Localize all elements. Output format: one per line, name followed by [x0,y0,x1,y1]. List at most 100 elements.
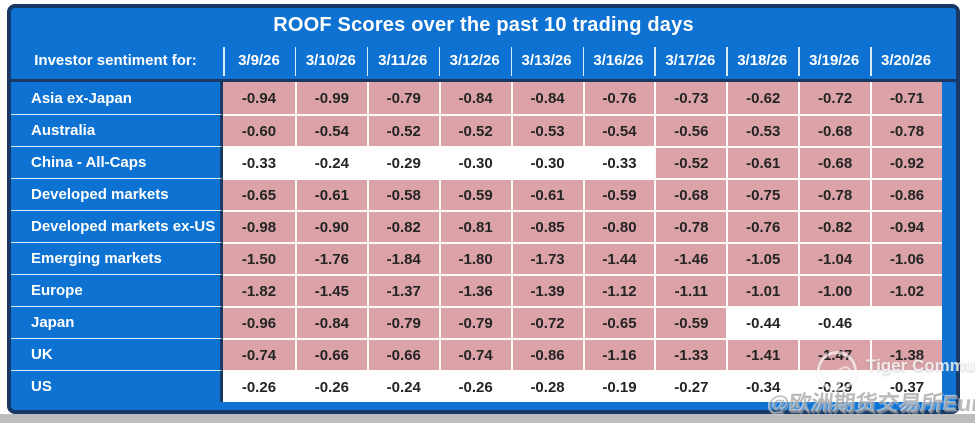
score-cell: -0.84 [294,306,367,338]
score-cell: -1.50 [223,242,295,274]
score-cell: -1.46 [654,242,727,274]
corner-label: Investor sentiment for: [34,52,197,69]
score-cell: -0.54 [582,114,655,146]
score-cell: -0.86 [510,338,583,370]
table-row: Emerging markets -1.50 -1.76 -1.84 -1.80 -1.7… [11,242,956,274]
eurex-publisher-watermark: @欧洲期货交易所Eurex [766,391,975,416]
bottom-gray-strip [0,414,975,423]
score-cell: -1.33 [654,338,727,370]
score-cell: -0.74 [223,338,295,370]
roof-scores-table: ROOF Scores over the past 10 trading day… [7,4,960,414]
score-cell: -0.71 [870,82,942,114]
score-cell: -1.80 [438,242,511,274]
score-cell: -0.78 [654,210,727,242]
row-label: Developed markets ex-US [11,210,223,242]
score-cell: -0.33 [582,146,655,178]
score-cell: -0.78 [870,114,942,146]
table-row: China - All-Caps -0.33 -0.24 -0.29 -0.30 -0.3… [11,146,956,178]
score-cell: -0.61 [294,178,367,210]
date-header-row: Investor sentiment for: 3/9/26 3/10/26 3/1… [11,42,956,79]
date-header: 3/19/26 [798,42,870,79]
score-cell: -0.94 [223,82,295,114]
table-row: Europe -1.82 -1.45 -1.37 -1.36 -1.39 -1.12 -1.1… [11,274,956,306]
score-cell: -0.84 [438,82,511,114]
score-cell: -0.68 [798,146,871,178]
score-cell: -0.30 [510,146,583,178]
score-cell: -0.60 [223,114,295,146]
score-cell: -0.72 [798,82,871,114]
score-cell: -0.99 [294,82,367,114]
score-cell: -0.37 [870,370,942,402]
score-cell: -0.65 [582,306,655,338]
table-row: Developed markets -0.65 -0.61 -0.58 -0.59 -0.… [11,178,956,210]
row-label: Australia [11,114,223,146]
score-cell: -0.80 [582,210,655,242]
score-cell: -0.82 [366,210,439,242]
score-cell: -1.41 [726,338,799,370]
table-title: ROOF Scores over the past 10 trading day… [273,13,694,36]
table-row: UK -0.74 -0.66 -0.66 -0.74 -0.86 -1.16 -1.33 -1.… [11,338,956,370]
score-cell: -1.84 [366,242,439,274]
row-label: Japan [11,306,223,338]
score-cell: -0.92 [870,146,942,178]
score-cell: -0.79 [438,306,511,338]
score-cell: -0.66 [366,338,439,370]
score-cell: -0.26 [294,370,367,402]
score-cell: -0.29 [366,146,439,178]
score-cell: -0.76 [726,210,799,242]
score-cell: -1.38 [870,338,942,370]
score-cell: -0.19 [582,370,655,402]
score-cell: -1.06 [870,242,942,274]
row-label: Europe [11,274,223,306]
date-header: 3/11/26 [366,42,439,79]
score-cell: -0.62 [726,82,799,114]
score-cell: -0.65 [223,178,295,210]
score-cell: -0.26 [223,370,295,402]
table-row: Asia ex-Japan -0.94 -0.99 -0.79 -0.84 -0.84 -0… [11,82,956,114]
score-cell: -1.12 [582,274,655,306]
score-cell: -0.96 [223,306,295,338]
score-cell: -0.85 [510,210,583,242]
score-cell: -0.68 [654,178,727,210]
score-cell: -1.05 [726,242,799,274]
score-cell: -0.26 [438,370,511,402]
date-header: 3/16/26 [582,42,655,79]
score-cell: -1.45 [294,274,367,306]
score-cell: -0.24 [366,370,439,402]
table-row: Developed markets ex-US -0.98 -0.90 -0.82 -0… [11,210,956,242]
score-cell: -1.44 [582,242,655,274]
score-cell: -0.86 [870,178,942,210]
score-cell: -0.27 [654,370,727,402]
row-label: Developed markets [11,178,223,210]
score-cell: -1.11 [654,274,727,306]
score-cell: -0.28 [510,370,583,402]
date-header: 3/12/26 [438,42,511,79]
score-cell: -0.79 [366,306,439,338]
score-cell: -0.52 [366,114,439,146]
date-header: 3/10/26 [294,42,367,79]
row-label: Emerging markets [11,242,223,274]
date-header: 3/18/26 [726,42,798,79]
score-cell: -0.54 [294,114,367,146]
score-cell: -0.56 [654,114,727,146]
score-cell: -0.98 [223,210,295,242]
score-cell: -1.16 [582,338,655,370]
score-cell: -0.34 [726,370,799,402]
score-cell: -0.90 [294,210,367,242]
row-label: China - All-Caps [11,146,223,178]
score-cell: -0.61 [726,146,799,178]
score-cell: -1.73 [510,242,583,274]
score-cell: -0.52 [438,114,511,146]
score-cell: -0.75 [726,178,799,210]
score-cell: -0.53 [510,114,583,146]
score-cell: -0.84 [510,82,583,114]
score-cell: -1.04 [798,242,871,274]
score-cell: -0.76 [582,82,655,114]
score-cell [870,306,942,338]
score-cell: -1.37 [366,274,439,306]
score-cell: -0.72 [510,306,583,338]
score-cell: -0.79 [366,82,439,114]
table-body: Asia ex-Japan -0.94 -0.99 -0.79 -0.84 -0.84 -0… [11,79,956,402]
table-row: Japan -0.96 -0.84 -0.79 -0.79 -0.72 -0.65 -0.59… [11,306,956,338]
